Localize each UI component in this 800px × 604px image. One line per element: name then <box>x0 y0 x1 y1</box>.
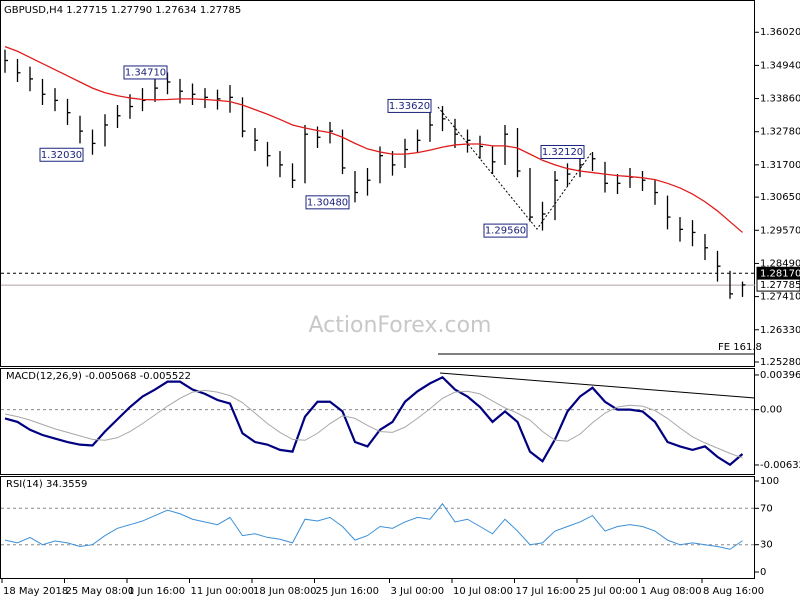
y-tick-label: 30 <box>760 540 773 551</box>
y-tick-label: 1.31700 <box>760 160 800 171</box>
x-tick-label: 25 Jul 00:00 <box>578 586 638 597</box>
y-tick-label: 1.29570 <box>760 225 800 236</box>
price-annotation: 1.34710 <box>125 67 166 78</box>
x-tick-label: 1 Aug 08:00 <box>641 586 702 597</box>
x-tick-label: 25 Jun 16:00 <box>316 586 380 597</box>
price-panel-frame <box>0 0 755 367</box>
y-tick-label: 1.27410 <box>760 292 800 303</box>
price-annotation-box <box>123 65 168 80</box>
y-tick-label: 0 <box>760 567 766 578</box>
y-tick-label: 70 <box>760 503 773 514</box>
series-line <box>4 502 743 550</box>
series-line <box>4 389 743 459</box>
price-label: 1.28170 <box>760 268 800 279</box>
moving-average <box>4 46 743 233</box>
x-tick-label: 10 Jul 08:00 <box>453 586 513 597</box>
x-tick-label: 25 May 08:00 <box>66 586 135 597</box>
y-tick-label: -0.006324 <box>760 460 800 471</box>
x-tick-label: 1 Jun 16:00 <box>128 586 185 597</box>
price-annotation: 1.30480 <box>307 197 348 208</box>
x-tick-label: 3 Jul 00:00 <box>391 586 445 597</box>
price-annotation-box <box>483 223 528 238</box>
macd-title: MACD(12,26,9) -0.005068 -0.005522 <box>6 371 191 382</box>
y-tick-label: 0.00 <box>760 405 782 416</box>
y-tick-label: 1.30650 <box>760 192 800 203</box>
x-tick-label: 8 Aug 16:00 <box>703 586 764 597</box>
series-line <box>4 375 744 467</box>
price-annotation-box <box>387 98 432 113</box>
rsi-panel-frame <box>0 476 755 579</box>
macd-trendline <box>439 372 756 399</box>
zigzag-line <box>437 106 593 230</box>
y-tick-label: 1.34940 <box>760 60 800 71</box>
y-tick-label: 0.003964 <box>760 370 800 381</box>
y-tick-label: 1.28490 <box>760 258 800 269</box>
price-annotation: 1.32120 <box>542 147 583 158</box>
price-annotation: 1.29560 <box>485 226 526 237</box>
price-annotation: 1.33620 <box>389 101 430 112</box>
x-tick-label: 18 May 2018 <box>3 586 68 597</box>
price-annotation-box <box>305 195 350 210</box>
y-tick-label: 100 <box>760 476 779 487</box>
y-tick-label: 1.25280 <box>760 357 800 368</box>
rsi-title: RSI(14) 34.3559 <box>6 479 87 490</box>
price-label-box <box>756 278 800 292</box>
price-annotation: 1.32030 <box>41 150 82 161</box>
y-tick-label: 1.32780 <box>760 127 800 138</box>
y-tick-label: 1.33860 <box>760 94 800 105</box>
price-annotation-box <box>540 144 585 159</box>
x-tick-label: 17 Jul 16:00 <box>516 586 576 597</box>
price-annotation-box <box>39 147 84 162</box>
y-tick-label: 1.26330 <box>760 325 800 336</box>
watermark: ActionForex.com <box>309 313 492 338</box>
x-tick-label: 18 Jun 08:00 <box>253 586 317 597</box>
macd-panel-frame <box>0 368 755 475</box>
x-tick-label: 11 Jun 00:00 <box>191 586 255 597</box>
price-label: 1.27785 <box>760 280 800 291</box>
fe-label: FE 161.8 <box>718 342 762 353</box>
price-title: GBPUSD,H4 1.27715 1.27790 1.27634 1.2778… <box>4 5 241 16</box>
y-tick-label: 1.36020 <box>760 27 800 38</box>
